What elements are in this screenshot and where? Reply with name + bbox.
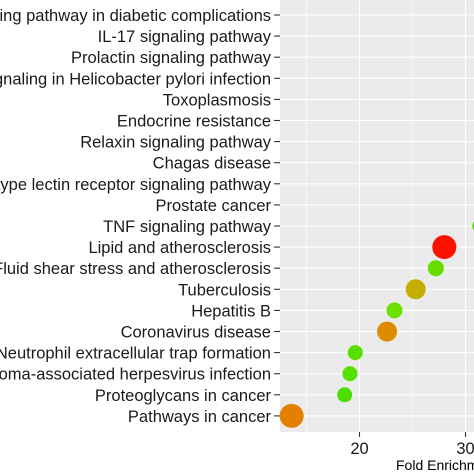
y-axis-label: Prolactin signaling pathway	[71, 49, 272, 67]
y-axis-label: Tuberculosis	[178, 281, 271, 299]
y-axis-labels: AGE-RAGE signaling pathway in diabetic c…	[0, 7, 272, 426]
y-axis-label: Proteoglycans in cancer	[95, 387, 272, 405]
y-axis-label: Pathways in cancer	[128, 408, 272, 426]
x-axis-ticks: 20 30	[350, 432, 474, 458]
y-axis-label: Fluid shear stress and atherosclerosis	[0, 260, 271, 278]
y-axis-label: Toxoplasmosis	[163, 91, 271, 109]
y-axis-label: Prostate cancer	[155, 197, 271, 215]
y-axis-label: Endocrine resistance	[117, 113, 271, 131]
data-point	[386, 302, 403, 319]
y-axis-label: Kaposi sarcoma-associated herpesvirus in…	[0, 366, 271, 384]
y-axis-label: TNF signaling pathway	[103, 218, 272, 236]
y-axis-label: Lipid and atherosclerosis	[88, 239, 271, 257]
y-axis-label: Chagas disease	[153, 155, 271, 173]
y-axis-label: Relaxin signaling pathway	[80, 134, 272, 152]
y-axis-label: IL-17 signaling pathway	[98, 28, 272, 46]
data-point	[405, 279, 426, 300]
data-points	[279, 221, 474, 428]
y-axis-ticks	[274, 14, 280, 417]
data-point	[337, 387, 353, 403]
data-point	[427, 260, 444, 277]
x-axis-tick-label: 30	[456, 440, 474, 458]
plot-panel	[280, 0, 474, 432]
data-point	[432, 235, 457, 260]
data-point	[347, 345, 363, 361]
y-axis-label: C-type lectin receptor signaling pathway	[0, 176, 272, 194]
y-axis-label: Epithelial cell signaling in Helicobacte…	[0, 70, 271, 88]
data-point	[279, 403, 304, 428]
grid-lines	[280, 0, 474, 432]
y-axis-label: Hepatitis B	[191, 302, 271, 320]
y-axis-label: AGE-RAGE signaling pathway in diabetic c…	[0, 7, 271, 25]
y-axis-label: Neutrophil extracellular trap formation	[0, 345, 271, 363]
y-axis-label: Coronavirus disease	[121, 324, 271, 342]
x-axis-tick-label: 20	[350, 440, 368, 458]
data-point	[342, 366, 358, 382]
data-point	[377, 321, 398, 342]
x-axis-title: Fold Enrichment	[396, 457, 474, 473]
